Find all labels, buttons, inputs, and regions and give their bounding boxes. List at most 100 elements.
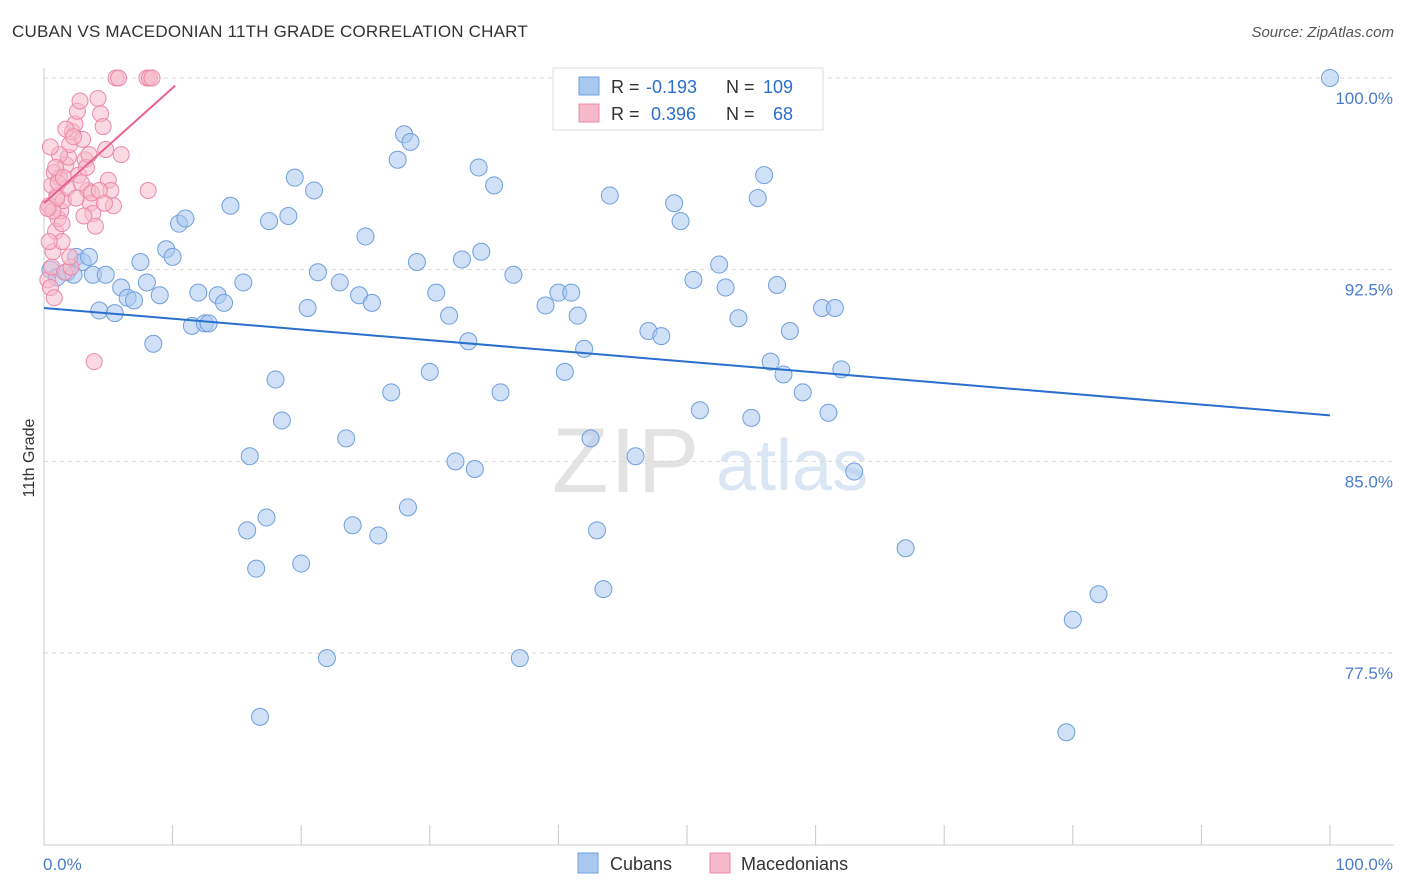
legend-bottom-label-cubans: Cubans bbox=[610, 854, 672, 874]
cuban-point bbox=[388, 150, 407, 169]
macedonian-point bbox=[67, 189, 85, 207]
cuban-point bbox=[137, 273, 156, 292]
cuban-point bbox=[80, 247, 99, 266]
y-tick-label: 100.0% bbox=[1335, 89, 1393, 108]
macedonian-point bbox=[143, 69, 161, 87]
cuban-point bbox=[761, 352, 780, 371]
cuban-point bbox=[587, 521, 606, 540]
cuban-point bbox=[266, 370, 285, 389]
cuban-point bbox=[305, 181, 324, 200]
cuban-point bbox=[131, 253, 150, 271]
cuban-point bbox=[896, 539, 915, 558]
macedonian-point bbox=[61, 248, 79, 266]
legend-n-value-macedonians: 68 bbox=[773, 104, 793, 124]
cuban-point bbox=[144, 334, 163, 353]
macedonian-point bbox=[65, 128, 83, 146]
cuban-point bbox=[272, 411, 291, 430]
macedonian-point bbox=[85, 353, 103, 371]
cuban-point bbox=[285, 168, 304, 187]
cuban-point bbox=[729, 309, 748, 328]
x-tick-label: 100.0% bbox=[1335, 855, 1393, 874]
cuban-point bbox=[308, 263, 327, 282]
cuban-point bbox=[420, 362, 439, 381]
cuban-point bbox=[292, 554, 311, 573]
cuban-point bbox=[536, 296, 555, 315]
macedonian-point bbox=[110, 69, 128, 87]
cuban-point bbox=[337, 429, 356, 448]
macedonian-point bbox=[71, 92, 89, 110]
cuban-point bbox=[125, 291, 144, 310]
cuban-point bbox=[652, 327, 671, 346]
macedonian-point bbox=[72, 174, 90, 192]
cuban-point bbox=[1057, 723, 1076, 742]
cuban-point bbox=[594, 580, 613, 599]
cuban-point bbox=[251, 707, 270, 726]
cuban-point bbox=[626, 447, 645, 466]
cuban-point bbox=[176, 209, 195, 228]
cuban-point bbox=[742, 408, 761, 427]
macedonian-point bbox=[41, 138, 59, 156]
cuban-point bbox=[755, 166, 774, 185]
macedonian-point bbox=[54, 169, 72, 187]
macedonian-point bbox=[40, 233, 58, 251]
cuban-point bbox=[780, 322, 799, 340]
cuban-point bbox=[401, 132, 420, 151]
chart-title: CUBAN VS MACEDONIAN 11TH GRADE CORRELATI… bbox=[12, 22, 528, 41]
cuban-point bbox=[1063, 610, 1082, 629]
legend-r-value-cubans: -0.193 bbox=[646, 77, 697, 97]
cuban-point bbox=[234, 273, 253, 292]
macedonian-point bbox=[95, 194, 113, 212]
cuban-point bbox=[240, 447, 259, 466]
cuban-point bbox=[398, 498, 417, 517]
cuban-point bbox=[684, 270, 703, 289]
cuban-point bbox=[1089, 585, 1108, 604]
cuban-point bbox=[459, 332, 478, 351]
cuban-point bbox=[298, 299, 317, 317]
cuban-trend-line bbox=[43, 307, 1331, 417]
cuban-point bbox=[257, 508, 276, 527]
cuban-point bbox=[163, 247, 182, 266]
cuban-point bbox=[845, 462, 864, 481]
cuban-point bbox=[356, 227, 375, 246]
cuban-point bbox=[600, 186, 619, 205]
cuban-point bbox=[485, 176, 504, 195]
legend-r-value-macedonians: 0.396 bbox=[651, 104, 696, 124]
y-tick-label: 77.5% bbox=[1345, 664, 1393, 683]
cuban-point bbox=[215, 293, 234, 312]
macedonian-point bbox=[75, 207, 93, 225]
legend-swatch-macedonians bbox=[578, 103, 600, 123]
cuban-point bbox=[279, 207, 298, 225]
macedonian-trend-line bbox=[43, 84, 176, 204]
cuban-point bbox=[768, 276, 787, 294]
cuban-point bbox=[150, 286, 169, 305]
watermark-zip: ZIP bbox=[552, 410, 701, 512]
legend-r-label-cubans: R = bbox=[611, 77, 640, 97]
cuban-point bbox=[1321, 69, 1339, 87]
cuban-point bbox=[260, 212, 279, 231]
y-axis-label: 11th Grade bbox=[21, 418, 38, 497]
cuban-point bbox=[555, 362, 574, 381]
cuban-point bbox=[793, 383, 812, 402]
source-label: Source: ZipAtlas.com bbox=[1251, 24, 1394, 41]
axis-layer: 100.0% 92.5% 85.0% 77.5% 0.0% 100.0% bbox=[43, 68, 1394, 874]
cuban-point bbox=[343, 516, 362, 535]
cuban-point bbox=[247, 559, 266, 578]
cuban-point bbox=[575, 339, 594, 358]
legend-swatch-cubans bbox=[578, 76, 600, 96]
legend-bottom: Cubans Macedonians bbox=[577, 852, 848, 874]
legend-bottom-swatch-macedonians bbox=[709, 852, 731, 874]
macedonian-point bbox=[89, 89, 107, 107]
macedonian-point bbox=[45, 289, 63, 307]
legend-n-value-cubans: 109 bbox=[763, 77, 793, 97]
grid-layer bbox=[44, 77, 1394, 654]
macedonian-point bbox=[139, 181, 157, 199]
cuban-point bbox=[189, 283, 208, 302]
cuban-point bbox=[748, 189, 767, 208]
cuban-point bbox=[369, 526, 388, 545]
legend-n-label-cubans: N = bbox=[726, 77, 755, 97]
cuban-point bbox=[452, 250, 471, 269]
macedonian-point bbox=[94, 118, 112, 136]
points-layer bbox=[39, 69, 1339, 742]
cuban-point bbox=[819, 403, 838, 422]
